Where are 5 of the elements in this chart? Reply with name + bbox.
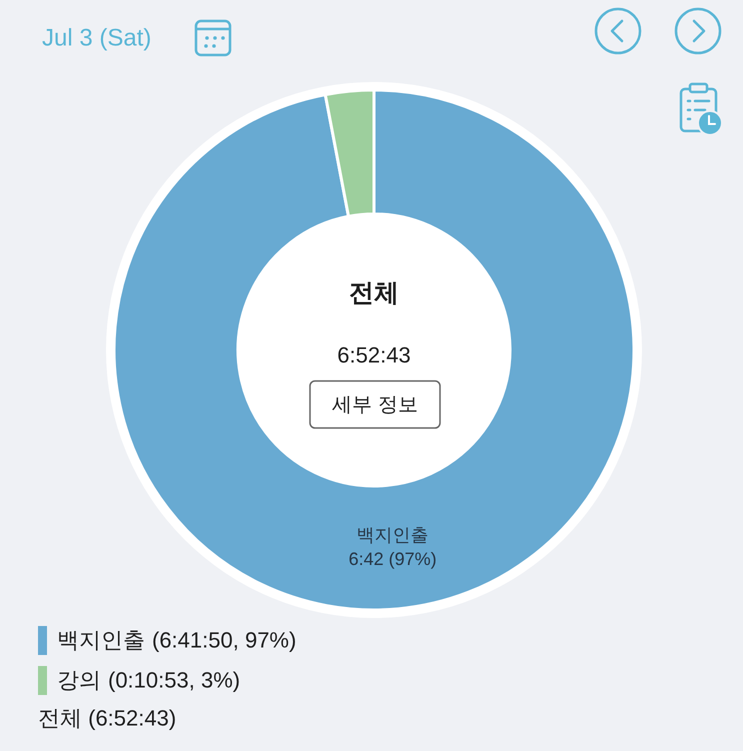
legend-total: 전체 (6:52:43) xyxy=(38,706,176,730)
button-details-label: 세부 정보 xyxy=(332,394,418,416)
title: Jul 3 (Sat) xyxy=(42,24,152,52)
center-total: 6:52:43 xyxy=(337,342,411,368)
center-heading: 전체 xyxy=(349,279,399,307)
